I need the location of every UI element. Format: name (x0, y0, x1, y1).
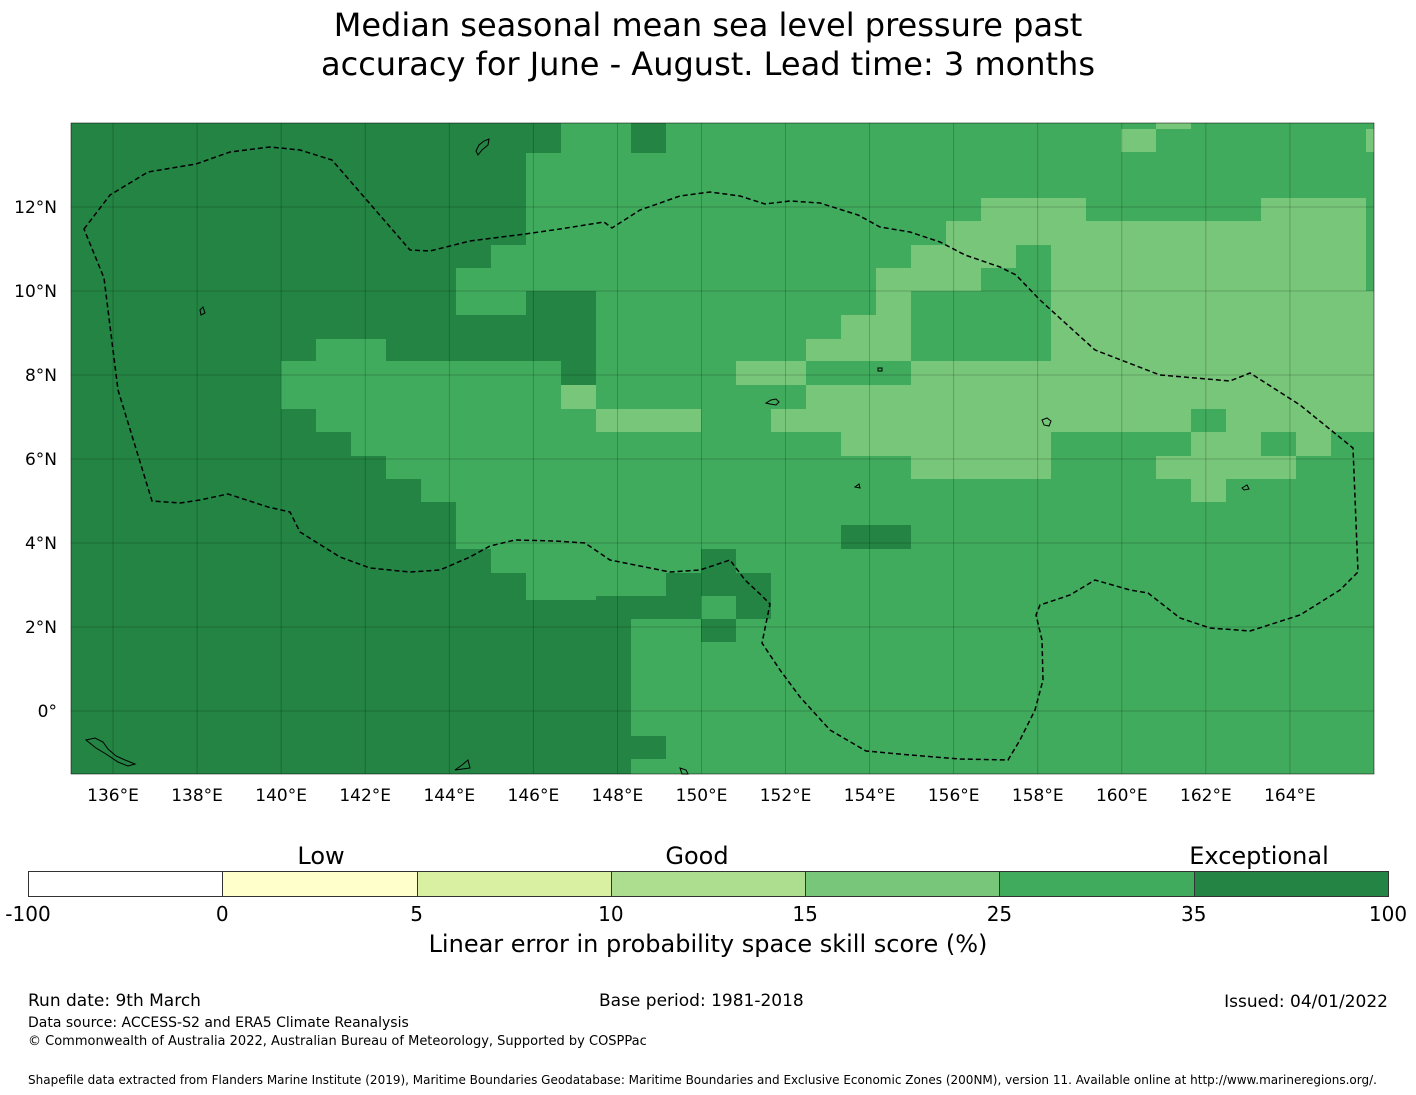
latitude-label: 0° (38, 702, 57, 722)
island-png-south (454, 759, 471, 771)
map-gridlines (71, 123, 1374, 774)
category-good: Good (665, 842, 729, 870)
colorbar-bin (28, 871, 224, 897)
colorbar-tick-label: -100 (5, 902, 51, 926)
longitude-label: 150°E (676, 786, 728, 806)
colorbar-bin (222, 871, 418, 897)
colorbar-tick-label: 10 (598, 902, 624, 926)
exceptional-patch-south-5 (701, 619, 736, 642)
colorbar-bin (805, 871, 1001, 897)
colorbar-tick-label: 25 (986, 902, 1013, 926)
longitude-label: 146°E (508, 786, 560, 806)
map-title-line2: accuracy for June - August. Lead time: 3… (321, 45, 1095, 83)
longitude-label: 138°E (171, 786, 223, 806)
colorbar-bin (610, 871, 807, 897)
latitude-label: 8°N (25, 366, 57, 386)
good-patch-east-7 (1261, 432, 1296, 456)
very-good-patch (561, 385, 596, 409)
shapefile-credit: Shapefile data extracted from Flanders M… (28, 1073, 1377, 1087)
coastlines (84, 138, 1250, 775)
latitude-label: 10°N (14, 282, 57, 302)
colorbar-tick-label: 5 (410, 902, 423, 926)
latitude-label: 4°N (25, 534, 57, 554)
latitude-label: 2°N (25, 618, 57, 638)
longitude-label: 152°E (760, 786, 812, 806)
eez-boundary-west (83, 146, 1359, 761)
exceptional-patch-east (841, 525, 911, 549)
exceptional-region-north (631, 123, 666, 153)
colorbar-bin (999, 871, 1195, 897)
map-frame (70, 122, 1375, 775)
good-patch-east-1 (911, 291, 1051, 361)
exceptional-patch-south-4 (736, 596, 771, 619)
good-patch-east-6 (1191, 409, 1226, 432)
good-patch-east-2 (981, 268, 1051, 291)
colorbar-tick-label: 15 (792, 902, 818, 926)
skill-map: 136°E 138°E 140°E 142°E 144°E 146°E 148°E 150°E… (14, 122, 1375, 806)
longitude-label: 142°E (339, 786, 391, 806)
island-chuuk (764, 398, 780, 406)
category-low: Low (297, 842, 345, 870)
run-date: Run date: 9th March (28, 991, 201, 1011)
exceptional-patch-south-6 (631, 736, 666, 759)
exceptional-patch (561, 361, 596, 385)
longitude-label: 144°E (423, 786, 475, 806)
very-good-patch-ne-1 (1121, 129, 1156, 152)
longitude-label: 148°E (592, 786, 644, 806)
longitude-label: 164°E (1264, 786, 1316, 806)
issued-date: Issued: 04/01/2022 (1224, 992, 1388, 1012)
longitude-label: 154°E (844, 786, 896, 806)
latitude-label: 6°N (25, 450, 57, 470)
very-good-patch-ne-3 (1366, 129, 1374, 152)
exceptional-corner (526, 123, 561, 153)
longitude-label: 160°E (1096, 786, 1148, 806)
colorbar-tick-label: 100 (1368, 902, 1408, 926)
longitude-label: 162°E (1180, 786, 1232, 806)
eez-boundary (83, 146, 1359, 761)
island-guam (475, 138, 490, 156)
good-patch-east-4 (806, 361, 911, 385)
base-period: Base period: 1981-2018 (599, 991, 804, 1011)
skill-grid (71, 123, 1374, 774)
island-kosrae (1241, 484, 1250, 491)
longitude-labels: 136°E 138°E 140°E 142°E 144°E 146°E 148°E 150°E… (87, 786, 1316, 806)
map-title: Median seasonal mean sea level pressure … (0, 6, 1416, 84)
very-good-patch-2 (596, 409, 701, 432)
colorbar-tick-label: 0 (215, 902, 229, 926)
category-exceptional: Exceptional (1189, 842, 1329, 870)
exceptional-patch-south-1 (596, 596, 701, 619)
latitude-label: 12°N (14, 198, 57, 218)
longitude-label: 156°E (928, 786, 980, 806)
island-satawan (853, 483, 861, 489)
data-source: Data source: ACCESS-S2 and ERA5 Climate … (28, 1015, 409, 1031)
map-title-line1: Median seasonal mean sea level pressure … (333, 6, 1083, 44)
exceptional-region-southwest (526, 600, 631, 774)
island-yap (199, 306, 206, 316)
longitude-label: 136°E (87, 786, 139, 806)
colorbar (28, 871, 1389, 899)
colorbar-tick-label: 35 (1180, 902, 1207, 926)
good-patch-east-5 (1051, 432, 1191, 456)
exceptional-patch-south-2 (666, 573, 771, 596)
good-patch-east-3 (1016, 245, 1051, 268)
colorbar-label: Linear error in probability space skill … (428, 930, 988, 958)
island-nukuoro (877, 367, 883, 372)
island-png-coast (84, 737, 137, 767)
copyright: © Commonwealth of Australia 2022, Austra… (28, 1034, 647, 1049)
longitude-label: 140°E (255, 786, 307, 806)
latitude-labels: 12°N 10°N 8°N 6°N 4°N 2°N 0° (14, 198, 57, 722)
colorbar-bin (1193, 871, 1389, 897)
island-pohnpei (1041, 417, 1052, 427)
longitude-label: 158°E (1012, 786, 1064, 806)
very-good-patch-ne-2 (1156, 123, 1191, 129)
exceptional-patch-south-3 (701, 549, 736, 573)
colorbar-bin (416, 871, 612, 897)
good-region-west-tongue (281, 339, 596, 596)
